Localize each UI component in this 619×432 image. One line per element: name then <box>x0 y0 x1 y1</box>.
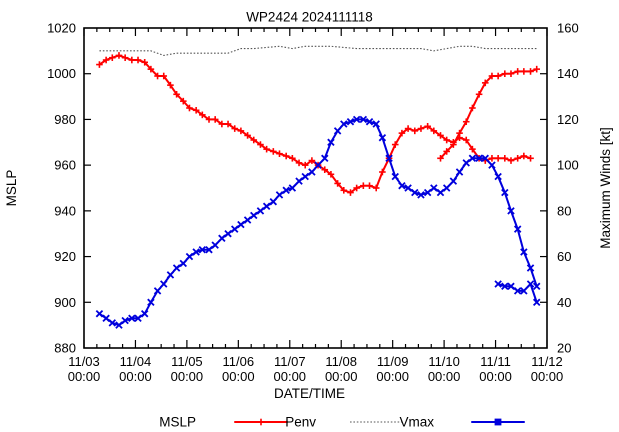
y-tick-label: 900 <box>54 295 76 310</box>
legend-marker-cross-icon <box>494 418 502 426</box>
y2-tick-label: 140 <box>557 66 579 81</box>
x-tick-date: 11/04 <box>120 354 152 369</box>
y-axis-right-ticks <box>540 73 547 303</box>
x-tick-date: 11/11 <box>480 354 511 369</box>
x-tick-time: 00:00 <box>531 369 564 384</box>
series-markers-mslp_recovery <box>437 65 541 162</box>
x-tick-date: 11/07 <box>274 354 306 369</box>
x-axis-title: DATE/TIME <box>274 386 345 401</box>
y-axis-left-title: MSLP <box>4 170 19 207</box>
y2-tick-label: 40 <box>557 295 571 310</box>
y-tick-label: 1020 <box>47 21 76 36</box>
y2-tick-label: 60 <box>557 249 571 264</box>
chart-legend: MSLP Penv Vmax <box>159 415 525 430</box>
legend-label-mslp: MSLP <box>159 415 196 430</box>
data-series-layer <box>95 45 541 329</box>
series-line-vmax <box>98 118 538 327</box>
y-axis-right-title: Maximum Winds [kt] <box>598 127 613 249</box>
y-tick-label: 1000 <box>47 66 76 81</box>
y2-tick-label: 20 <box>557 341 571 356</box>
x-tick-time: 00:00 <box>479 369 512 384</box>
y-tick-label: 940 <box>54 203 76 218</box>
x-tick-time: 00:00 <box>222 369 255 384</box>
x-tick-time: 00:00 <box>68 369 101 384</box>
y2-tick-label: 80 <box>557 203 571 218</box>
x-tick-date: 11/12 <box>531 354 563 369</box>
x-tick-time: 00:00 <box>376 369 409 384</box>
chart-title: WP2424 2024111118 <box>246 10 373 25</box>
y-axis-right-labels: 20 40 60 80 100 120 140 160 <box>557 21 579 356</box>
y-tick-label: 980 <box>54 112 76 127</box>
x-tick-time: 00:00 <box>428 369 461 384</box>
x-tick-time: 00:00 <box>274 369 307 384</box>
series-markers-vmax <box>95 115 541 329</box>
x-axis-ticks <box>83 340 548 348</box>
x-tick-date: 11/03 <box>68 354 100 369</box>
series-markers-vmax_tail <box>494 280 541 307</box>
x-tick-date: 11/10 <box>428 354 460 369</box>
y-tick-label: 960 <box>54 158 76 173</box>
series-markers-mslp <box>96 52 534 196</box>
legend-label-vmax: Vmax <box>399 415 434 430</box>
x-tick-date: 11/09 <box>377 354 409 369</box>
legend-marker-plus-icon <box>257 418 265 426</box>
series-line-penv <box>99 45 537 56</box>
x-tick-date: 11/05 <box>171 354 203 369</box>
x-tick-time: 00:00 <box>119 369 152 384</box>
x-tick-date: 11/08 <box>325 354 357 369</box>
y-axis-left-labels: 880 900 920 940 960 980 1000 1020 <box>47 21 76 356</box>
y2-tick-label: 100 <box>557 158 579 173</box>
x-axis-top-ticks <box>83 28 548 36</box>
y-axis-left-ticks <box>84 73 91 303</box>
x-tick-time: 00:00 <box>171 369 204 384</box>
y-tick-label: 920 <box>54 249 76 264</box>
x-tick-time: 00:00 <box>325 369 358 384</box>
y2-tick-label: 160 <box>557 21 579 36</box>
y2-tick-label: 120 <box>557 112 579 127</box>
y-tick-label: 880 <box>54 341 76 356</box>
legend-label-penv: Penv <box>285 415 316 430</box>
x-axis-labels: 11/0300:0011/0400:0011/0500:0011/0600:00… <box>68 354 564 384</box>
x-tick-date: 11/06 <box>223 354 255 369</box>
